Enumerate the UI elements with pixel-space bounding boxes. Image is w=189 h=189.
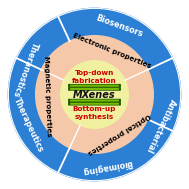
Text: Electronic properties: Electronic properties xyxy=(72,33,152,70)
Text: Therapeutics: Therapeutics xyxy=(12,97,45,154)
Text: Bottom-up
synthesis: Bottom-up synthesis xyxy=(73,106,116,120)
FancyBboxPatch shape xyxy=(70,85,119,87)
Circle shape xyxy=(8,8,181,181)
FancyBboxPatch shape xyxy=(70,103,119,105)
Circle shape xyxy=(36,36,153,153)
Text: Top-down
fabrication: Top-down fabrication xyxy=(72,70,117,84)
Text: Biosensors: Biosensors xyxy=(95,13,144,38)
FancyBboxPatch shape xyxy=(68,99,121,102)
Text: MXenes: MXenes xyxy=(73,90,116,99)
FancyBboxPatch shape xyxy=(70,88,119,90)
Text: Bioimaging: Bioimaging xyxy=(81,158,133,175)
FancyBboxPatch shape xyxy=(68,84,121,88)
Text: Magnetic properties: Magnetic properties xyxy=(43,56,52,137)
FancyBboxPatch shape xyxy=(70,99,119,101)
FancyBboxPatch shape xyxy=(68,102,121,105)
Text: Theranostics: Theranostics xyxy=(12,40,40,98)
Circle shape xyxy=(61,61,128,128)
Text: Antibacterial: Antibacterial xyxy=(144,97,177,154)
Text: Optical properties: Optical properties xyxy=(87,112,152,156)
FancyBboxPatch shape xyxy=(68,87,121,91)
